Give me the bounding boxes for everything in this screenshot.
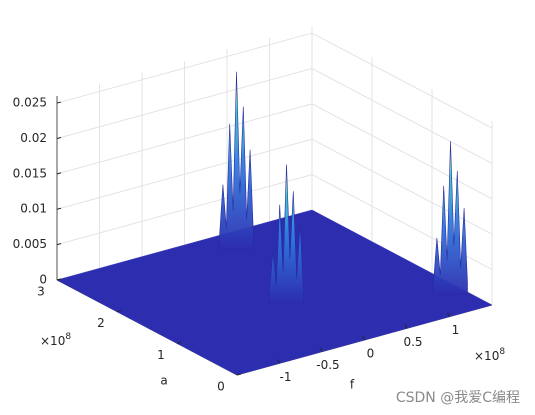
x-tick-label: 1	[452, 323, 460, 337]
z-tick-label: 0.015	[13, 166, 47, 180]
x-tick	[447, 312, 450, 317]
y-tick-label: 0	[217, 380, 225, 394]
z-grid-line	[311, 138, 493, 235]
x-tick	[319, 347, 323, 352]
surface-peak	[269, 164, 304, 304]
z-tick-label: 0.01	[20, 202, 47, 216]
y-tick-label: 1	[157, 348, 165, 362]
y-tick	[236, 373, 242, 376]
x-tick-label: 0.5	[403, 335, 422, 349]
z-tick-label: 0	[39, 273, 47, 287]
y_exponent-power: 8	[65, 332, 71, 342]
surface-peak	[219, 71, 254, 250]
z-tick	[56, 136, 62, 139]
z-tick-label: 0.025	[13, 96, 47, 110]
z-tick	[56, 207, 62, 210]
watermark: CSDN @我爱C编程	[396, 390, 520, 406]
z-tick-label: 0.02	[20, 131, 47, 145]
x-tick-label: -0.5	[316, 358, 339, 372]
y_exponent: ×108	[40, 332, 71, 348]
z-grid-line	[311, 32, 493, 129]
z-tick	[56, 101, 62, 104]
y-tick-label: 3	[37, 285, 45, 299]
y-axis-label: a	[160, 374, 167, 388]
x-tick	[277, 359, 280, 364]
z-tick-label: 0.005	[13, 237, 47, 251]
x_exponent-power: 8	[499, 347, 505, 357]
z-tick	[56, 172, 62, 175]
z-grid-line	[311, 68, 493, 164]
x_exponent: ×108	[474, 347, 505, 363]
surface-peak	[433, 141, 468, 295]
x-tick-label: -1	[280, 370, 292, 384]
y_exponent-base: ×10	[40, 334, 65, 348]
x-tick	[404, 324, 408, 329]
z-grid-line	[311, 103, 493, 200]
x_exponent-base: ×10	[474, 349, 499, 363]
y-tick	[176, 341, 182, 344]
x-tick-label: 0	[367, 347, 375, 361]
y-tick-label: 2	[97, 316, 105, 330]
x-tick	[362, 335, 365, 341]
y-tick	[56, 278, 62, 281]
z-tick	[56, 243, 62, 246]
y-tick	[116, 310, 122, 313]
x-axis-label: f	[350, 378, 355, 392]
